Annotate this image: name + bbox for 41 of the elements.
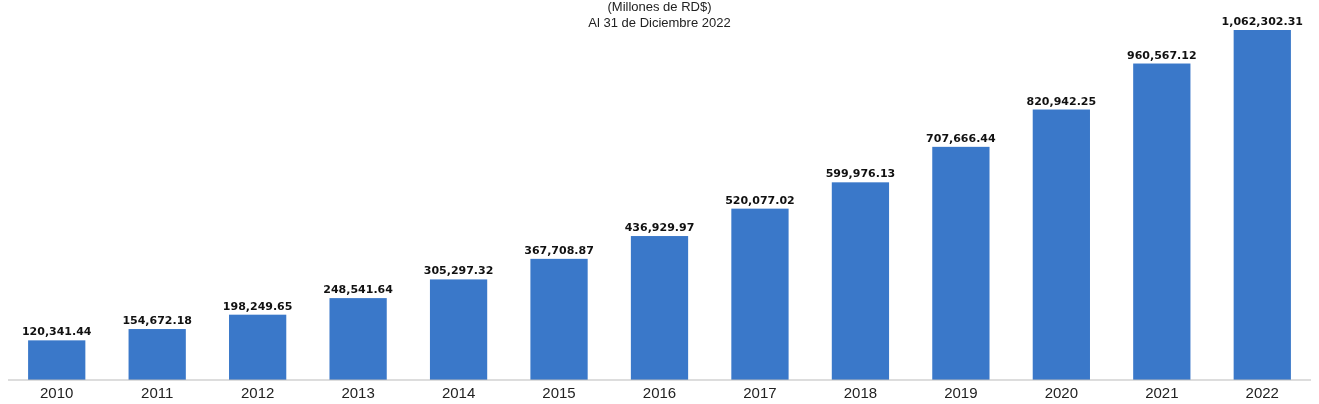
data-label: 599,976.13	[825, 167, 896, 181]
bar	[128, 329, 186, 380]
data-label: 1,062,302.31	[1221, 15, 1303, 28]
bar	[28, 340, 86, 380]
x-tick-label: 2011	[141, 384, 174, 401]
bar	[429, 279, 488, 380]
bar	[731, 208, 789, 380]
chart-subtitle: Al 31 de Diciembre 2022	[588, 15, 731, 30]
chart-title: (Millones de RD$)	[607, 0, 712, 14]
data-label: 248,541.64	[323, 283, 394, 297]
data-label: 154,672.18	[122, 314, 192, 328]
data-label: 120,341.44	[21, 325, 92, 339]
bar	[530, 258, 588, 380]
data-label: 707,666.44	[926, 131, 997, 145]
x-tick-label: 2010	[40, 384, 74, 401]
data-label: 520,077.02	[725, 193, 795, 207]
x-tick-label: 2017	[743, 384, 777, 401]
x-tick-label: 2015	[542, 384, 576, 401]
data-label: 367,708.87	[524, 243, 594, 257]
bar	[932, 146, 990, 380]
x-tick-label: 2021	[1145, 384, 1179, 401]
x-tick-label: 2016	[642, 384, 677, 401]
bar	[1032, 109, 1090, 380]
bar	[329, 298, 387, 380]
x-tick-label: 2019	[944, 384, 978, 401]
bar	[831, 182, 890, 380]
x-tick-label: 2013	[341, 384, 375, 401]
data-label: 436,929.97	[624, 221, 695, 235]
x-tick-label: 2022	[1245, 384, 1279, 401]
bar	[229, 314, 287, 380]
bar	[1133, 63, 1191, 380]
x-tick-label: 2018	[843, 384, 878, 401]
bar	[1233, 30, 1291, 380]
data-label: 305,297.32	[423, 264, 494, 278]
data-label: 198,249.65	[222, 299, 293, 313]
data-label: 820,942.25	[1026, 94, 1097, 108]
bar	[630, 236, 689, 380]
x-tick-label: 2014	[441, 384, 476, 401]
x-tick-label: 2020	[1044, 384, 1079, 401]
data-label: 960,567.12	[1127, 48, 1197, 62]
x-tick-label: 2012	[240, 384, 275, 401]
